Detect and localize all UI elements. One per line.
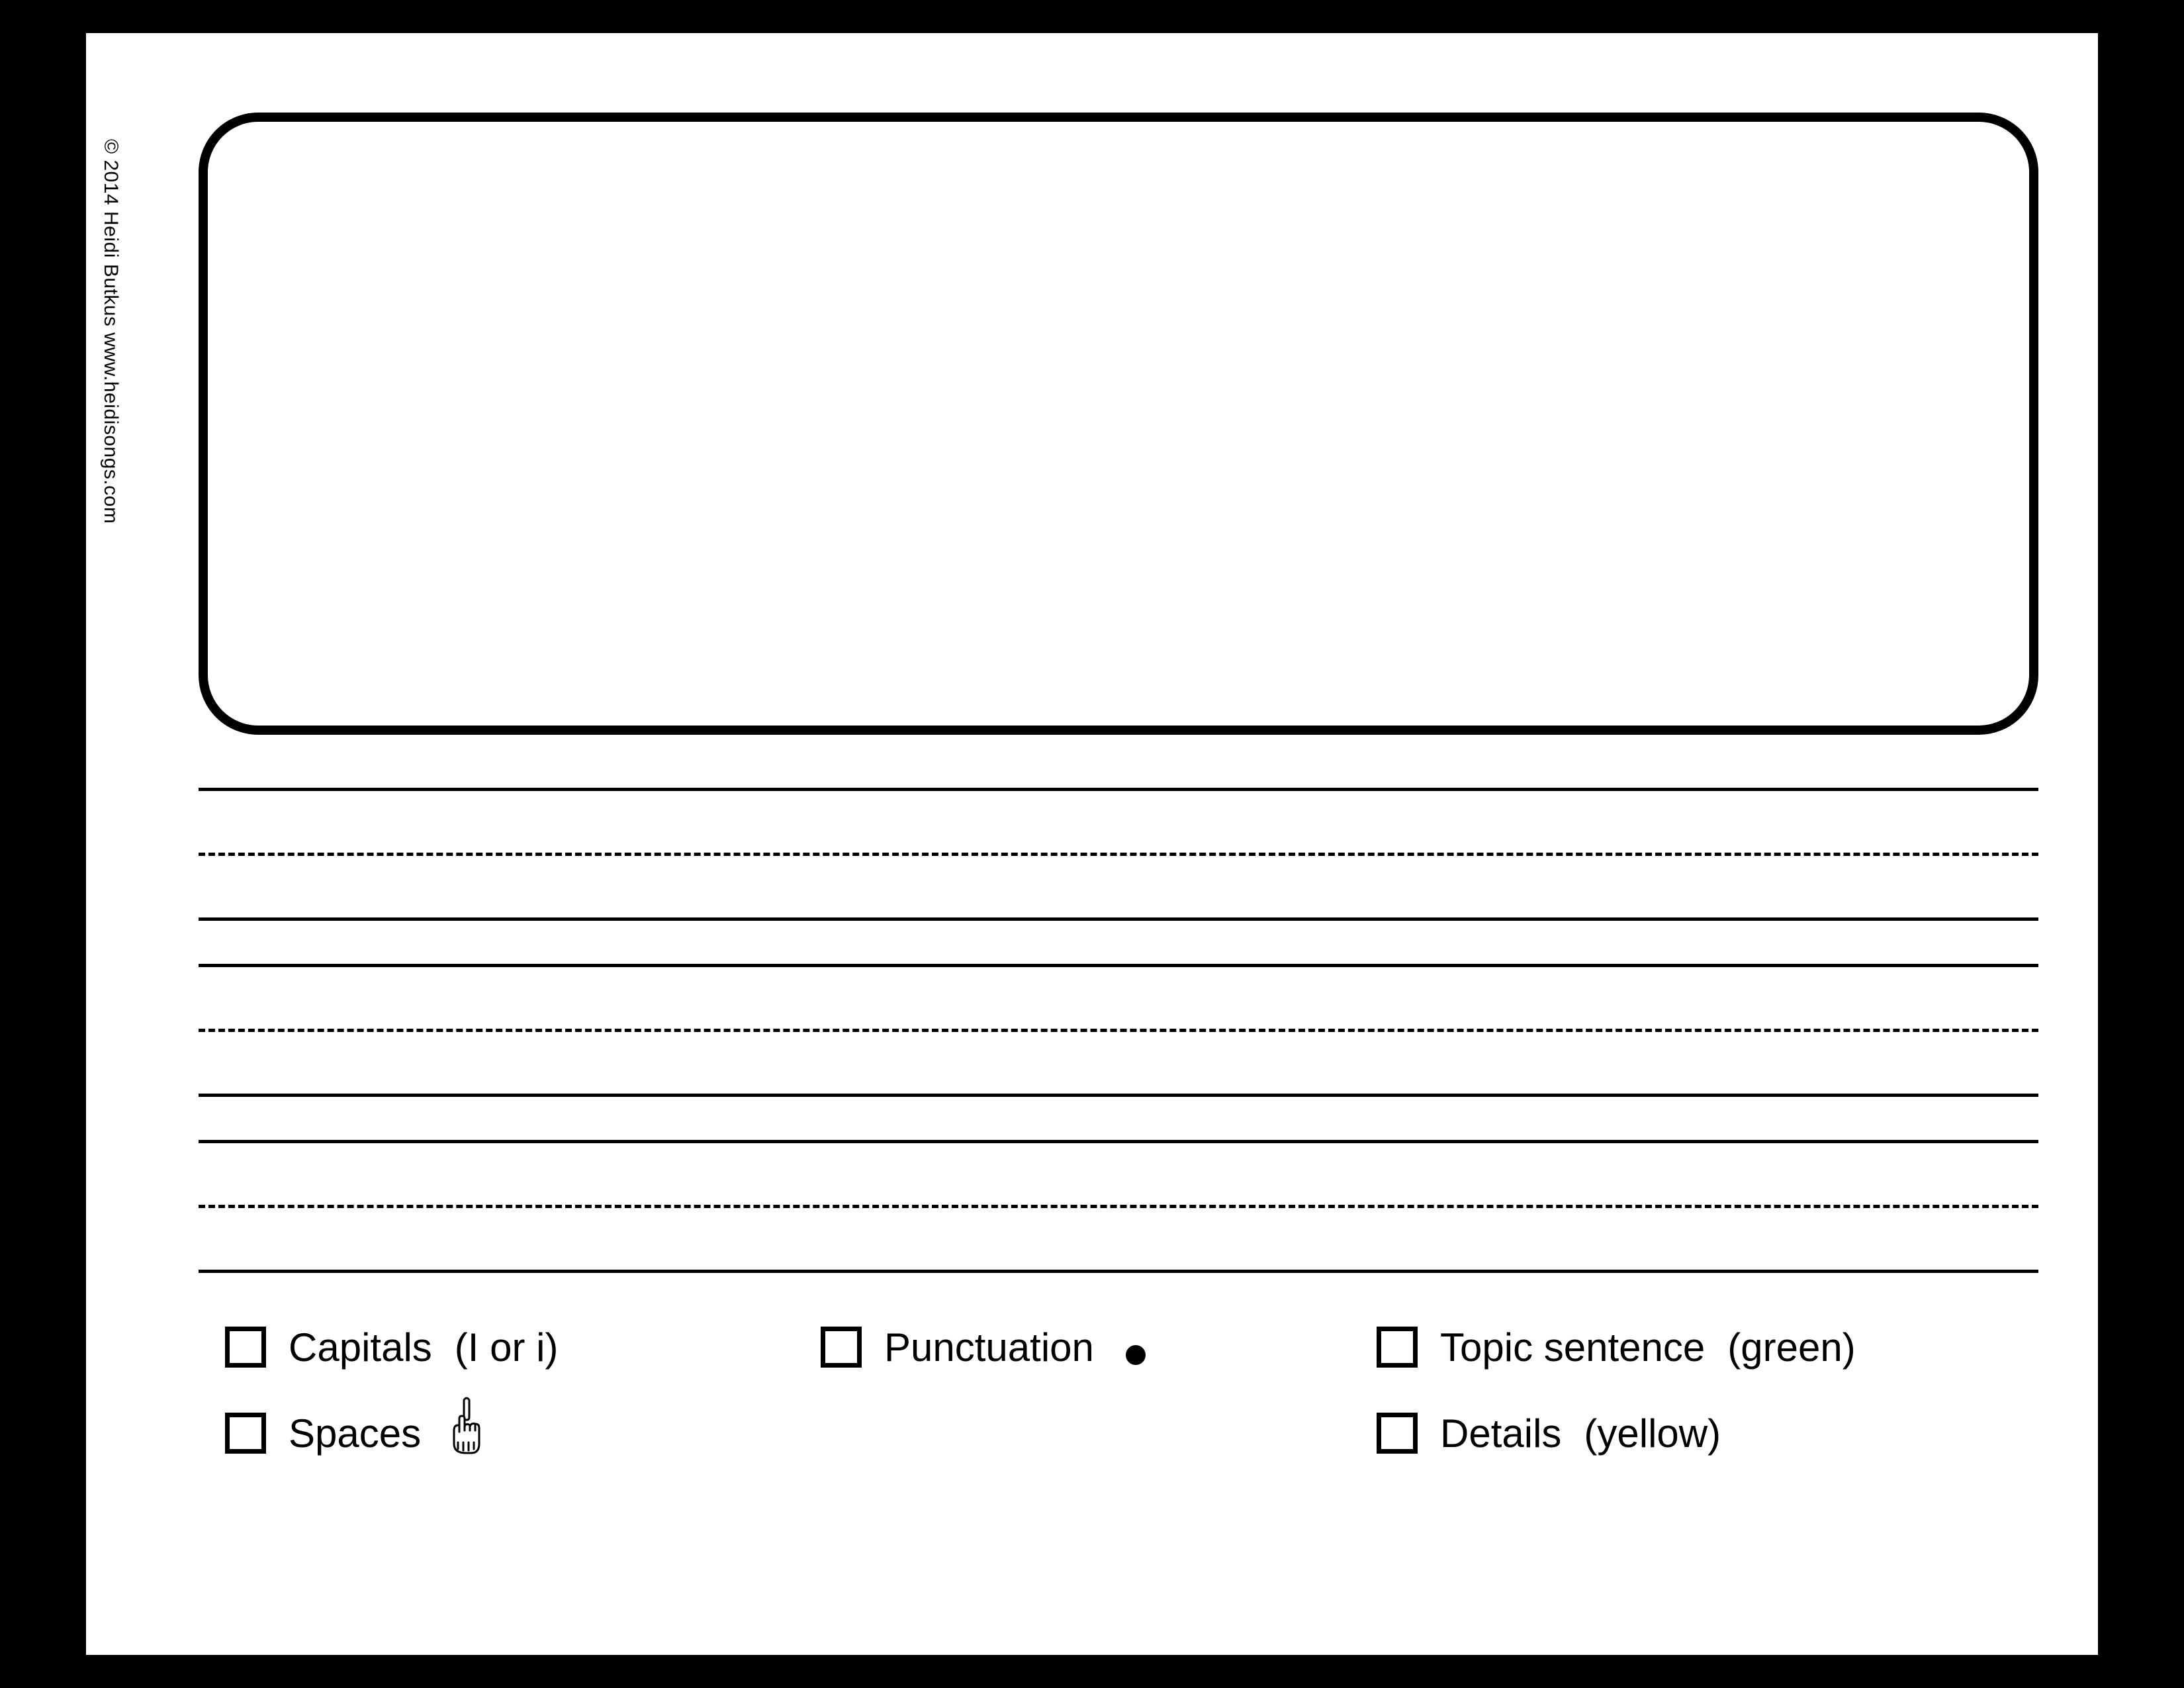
- copyright-text: © 2014 Heidi Butkus www.heidisongs.com: [99, 139, 122, 563]
- pointing-hand-icon: [447, 1396, 486, 1465]
- checkbox-icon[interactable]: [1377, 1413, 1418, 1454]
- checklist-row: Capitals (I or i) Punctuation Topic sent…: [225, 1304, 2038, 1390]
- check-hint: (I or i): [455, 1325, 559, 1370]
- check-hint: (yellow): [1584, 1411, 1721, 1456]
- checkbox-icon[interactable]: [1377, 1327, 1418, 1368]
- check-label: Punctuation: [884, 1325, 1094, 1370]
- checkbox-icon[interactable]: [225, 1327, 266, 1368]
- check-item-spaces: Spaces: [225, 1399, 821, 1468]
- check-hint: (green): [1727, 1325, 1855, 1370]
- drawing-box: [199, 113, 2038, 735]
- check-label: Spaces: [289, 1411, 421, 1456]
- check-item-details: Details (yellow): [1377, 1411, 2038, 1456]
- check-item-topic-sentence: Topic sentence (green): [1377, 1325, 2038, 1370]
- check-label: Capitals: [289, 1325, 432, 1370]
- check-item-punctuation: Punctuation: [821, 1325, 1377, 1370]
- checklist-row: Spaces: [225, 1390, 2038, 1476]
- checklist: Capitals (I or i) Punctuation Topic sent…: [225, 1304, 2038, 1476]
- checkbox-icon[interactable]: [821, 1327, 862, 1368]
- writing-lines: [199, 788, 2038, 1273]
- check-label: Details: [1440, 1411, 1561, 1456]
- period-icon: [1126, 1345, 1146, 1365]
- writing-line-solid: [199, 1270, 2038, 1273]
- checkbox-icon[interactable]: [225, 1413, 266, 1454]
- check-label: Topic sentence: [1440, 1325, 1705, 1370]
- worksheet-page: © 2014 Heidi Butkus www.heidisongs.com C…: [86, 33, 2098, 1655]
- check-item-capitals: Capitals (I or i): [225, 1325, 821, 1370]
